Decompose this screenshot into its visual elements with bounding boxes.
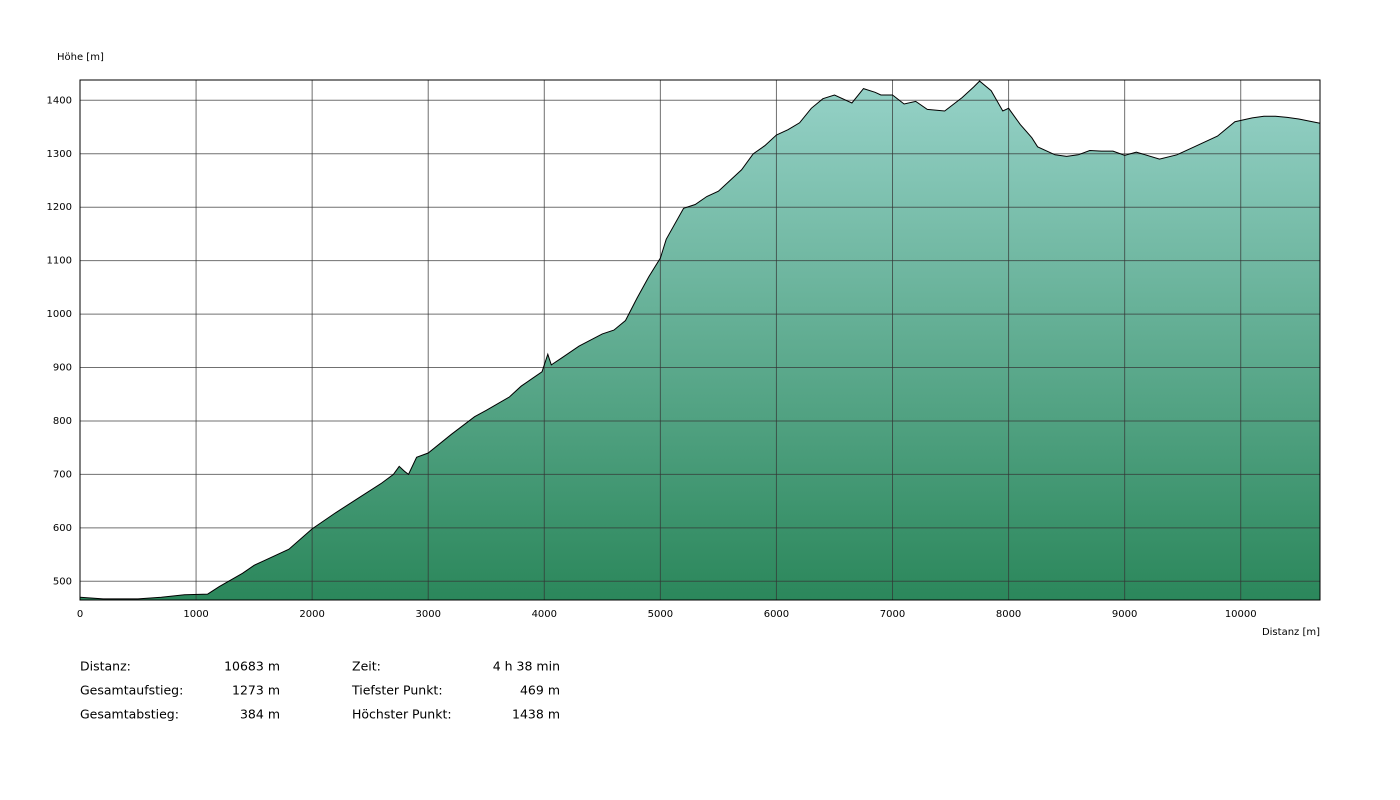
y-tick-label: 1100 — [47, 256, 72, 267]
y-tick-label: 700 — [53, 469, 72, 480]
stat-value: 469 m — [520, 683, 560, 698]
stat-value: 4 h 38 min — [493, 659, 560, 674]
stat-value: 10683 m — [224, 659, 280, 674]
x-tick-label: 2000 — [299, 609, 324, 620]
y-tick-label: 500 — [53, 576, 72, 587]
plot-frame — [79, 79, 1321, 601]
x-tick-label: 10000 — [1225, 609, 1257, 620]
y-tick-label: 1000 — [47, 309, 72, 320]
stat-value: 1273 m — [232, 683, 280, 698]
x-tick-label: 9000 — [1112, 609, 1137, 620]
stat-label: Tiefster Punkt: — [351, 683, 443, 698]
stat-label: Distanz: — [80, 659, 131, 674]
stat-value: 384 m — [240, 707, 280, 722]
stat-label: Gesamtabstieg: — [80, 707, 179, 722]
area — [80, 81, 1320, 601]
x-axis-label: Distanz [m] — [1262, 627, 1320, 638]
x-tick-label: 5000 — [648, 609, 673, 620]
y-tick-label: 1400 — [47, 95, 72, 106]
x-tick-label: 6000 — [764, 609, 789, 620]
stat-label: Gesamtaufstieg: — [80, 683, 183, 698]
x-tick-label: 7000 — [880, 609, 905, 620]
y-tick-label: 900 — [53, 363, 72, 374]
y-tick-label: 600 — [53, 523, 72, 534]
y-axis-label: Höhe [m] — [57, 52, 104, 63]
x-tick-label: 0 — [77, 609, 83, 620]
x-tick-label: 3000 — [415, 609, 440, 620]
y-tick-label: 800 — [53, 416, 72, 427]
x-tick-label: 4000 — [532, 609, 557, 620]
x-tick-label: 1000 — [183, 609, 208, 620]
profile-line — [79, 80, 1321, 600]
y-tick-label: 1300 — [47, 149, 72, 160]
y-tick-label: 1200 — [47, 202, 72, 213]
x-tick-label: 8000 — [996, 609, 1021, 620]
stat-value: 1438 m — [512, 707, 560, 722]
stat-label: Höchster Punkt: — [352, 707, 452, 722]
stat-label: Zeit: — [352, 659, 381, 674]
